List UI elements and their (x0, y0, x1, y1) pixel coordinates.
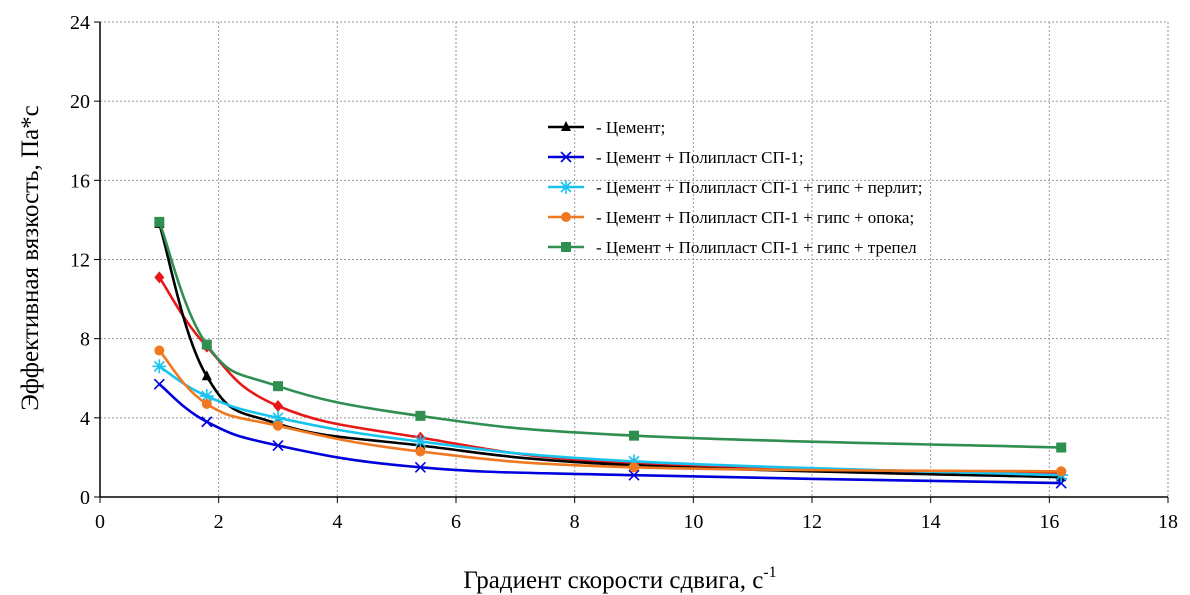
series-4 (154, 216, 1067, 453)
data-point (271, 410, 285, 425)
x-tick-label: 12 (802, 511, 822, 533)
data-point (629, 430, 639, 441)
data-point (414, 461, 426, 473)
x-tick-label: 4 (332, 511, 342, 533)
series-line (158, 365, 1063, 477)
x-tick-label: 8 (570, 511, 580, 533)
legend-label: - Цемент + Полипласт СП-1 + гипс + трепе… (596, 238, 917, 257)
data-point (627, 454, 641, 469)
data-point (154, 216, 165, 227)
x-tick-label: 6 (451, 511, 461, 533)
data-point (154, 345, 165, 356)
legend-item: - Цемент; (548, 118, 665, 137)
y-tick-label: 8 (80, 329, 90, 351)
legend-label: - Цемент + Полипласт СП-1; (596, 148, 804, 167)
y-tick-label: 4 (80, 408, 90, 430)
data-point (152, 359, 167, 374)
y-tick-label: 12 (70, 250, 90, 272)
legend-item: - Цемент + Полипласт СП-1 + гипс + опока… (548, 208, 914, 227)
x-tick-label: 14 (921, 511, 941, 533)
x-tick-label: 10 (683, 511, 703, 533)
legend-item: - Цемент + Полипласт СП-1; (548, 148, 804, 167)
x-tick-label: 0 (95, 511, 105, 533)
y-tick-label: 16 (70, 170, 90, 192)
data-point (415, 410, 426, 421)
data-point (201, 398, 212, 409)
legend-item: - Цемент + Полипласт СП-1 + гипс + перли… (548, 178, 922, 197)
data-point (628, 469, 640, 481)
grid (100, 21, 1169, 497)
x-tick-label: 16 (1039, 511, 1059, 533)
series-line (158, 382, 1063, 485)
series-1 (153, 378, 1067, 489)
data-point (273, 399, 283, 412)
series-3 (154, 345, 1067, 477)
legend-label: - Цемент + Полипласт СП-1 + гипс + опока… (596, 208, 914, 227)
data-point (153, 378, 165, 390)
data-point (201, 416, 213, 428)
series (152, 216, 1069, 489)
data-point (273, 420, 283, 431)
series-line (158, 349, 1063, 473)
series-line (158, 222, 1063, 479)
data-point (559, 180, 573, 194)
data-point (273, 381, 283, 392)
data-point (201, 370, 212, 381)
data-point (560, 151, 572, 163)
data-point (272, 439, 284, 452)
data-point (1055, 477, 1067, 489)
data-point (413, 434, 428, 449)
data-point (201, 339, 212, 350)
y-axis-title: Эффективная вязкость, Па*с (17, 105, 44, 411)
y-tick-label: 0 (80, 487, 90, 509)
data-point (1056, 442, 1067, 453)
data-point (415, 446, 426, 457)
x-tick-label: 18 (1158, 511, 1178, 533)
data-point (561, 242, 571, 252)
data-point (154, 271, 165, 284)
legend-label: - Цемент; (596, 118, 665, 137)
data-point (629, 462, 639, 473)
data-point (199, 389, 214, 404)
x-axis-title: Градиент скорости сдвига, с-1 (463, 564, 776, 594)
legend-item: - Цемент + Полипласт СП-1 + гипс + трепе… (548, 238, 917, 257)
legend: - Цемент; - Цемент + Полипласт СП-1; - Цем… (548, 118, 922, 257)
x-tick-label: 2 (214, 511, 224, 533)
y-tick-label: 20 (70, 91, 90, 113)
data-point (1056, 466, 1067, 477)
data-point (561, 212, 571, 222)
y-tick-label: 24 (70, 12, 90, 34)
data-point (561, 121, 571, 131)
legend-label: - Цемент + Полипласт СП-1 + гипс + перли… (596, 178, 922, 197)
series-0 (154, 217, 1067, 482)
